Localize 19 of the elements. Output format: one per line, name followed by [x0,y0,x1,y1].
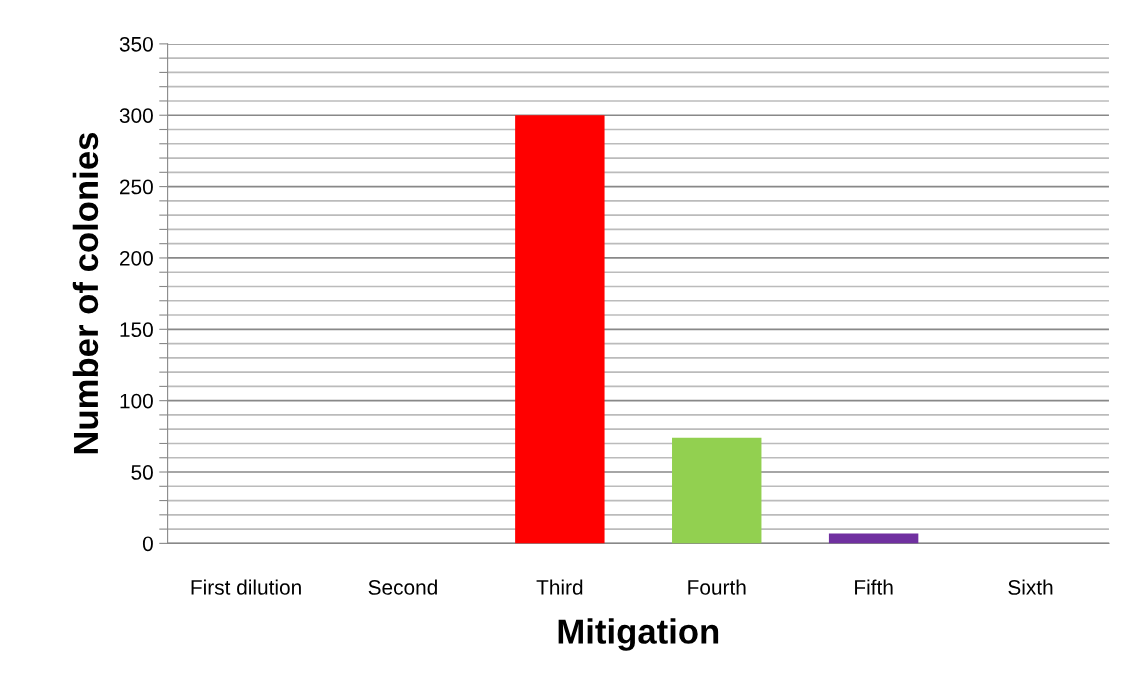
y-tick-label: 0 [142,536,153,552]
x-axis-title: Mitigation [558,618,719,651]
x-tick-label: Sixth [1008,579,1053,595]
x-tick-label: First dilution [191,579,301,595]
y-axis-title: Number of colonies [72,132,99,454]
x-tick-label: Fifth [855,579,893,595]
y-tick-label: 300 [119,108,153,123]
y-tick-label: 350 [119,36,153,52]
y-tick-label: 100 [120,393,153,409]
bar [828,533,919,544]
x-tick-label: Third [536,579,583,595]
bar [515,115,605,544]
bar [672,437,762,544]
x-tick-label: Second [368,579,437,595]
y-tick-label: 50 [131,465,153,480]
y-tick-label: 150 [120,322,153,338]
y-tick-label: 250 [120,179,153,195]
y-tick-label: 200 [120,250,153,266]
x-tick-label: Fourth [688,579,746,595]
